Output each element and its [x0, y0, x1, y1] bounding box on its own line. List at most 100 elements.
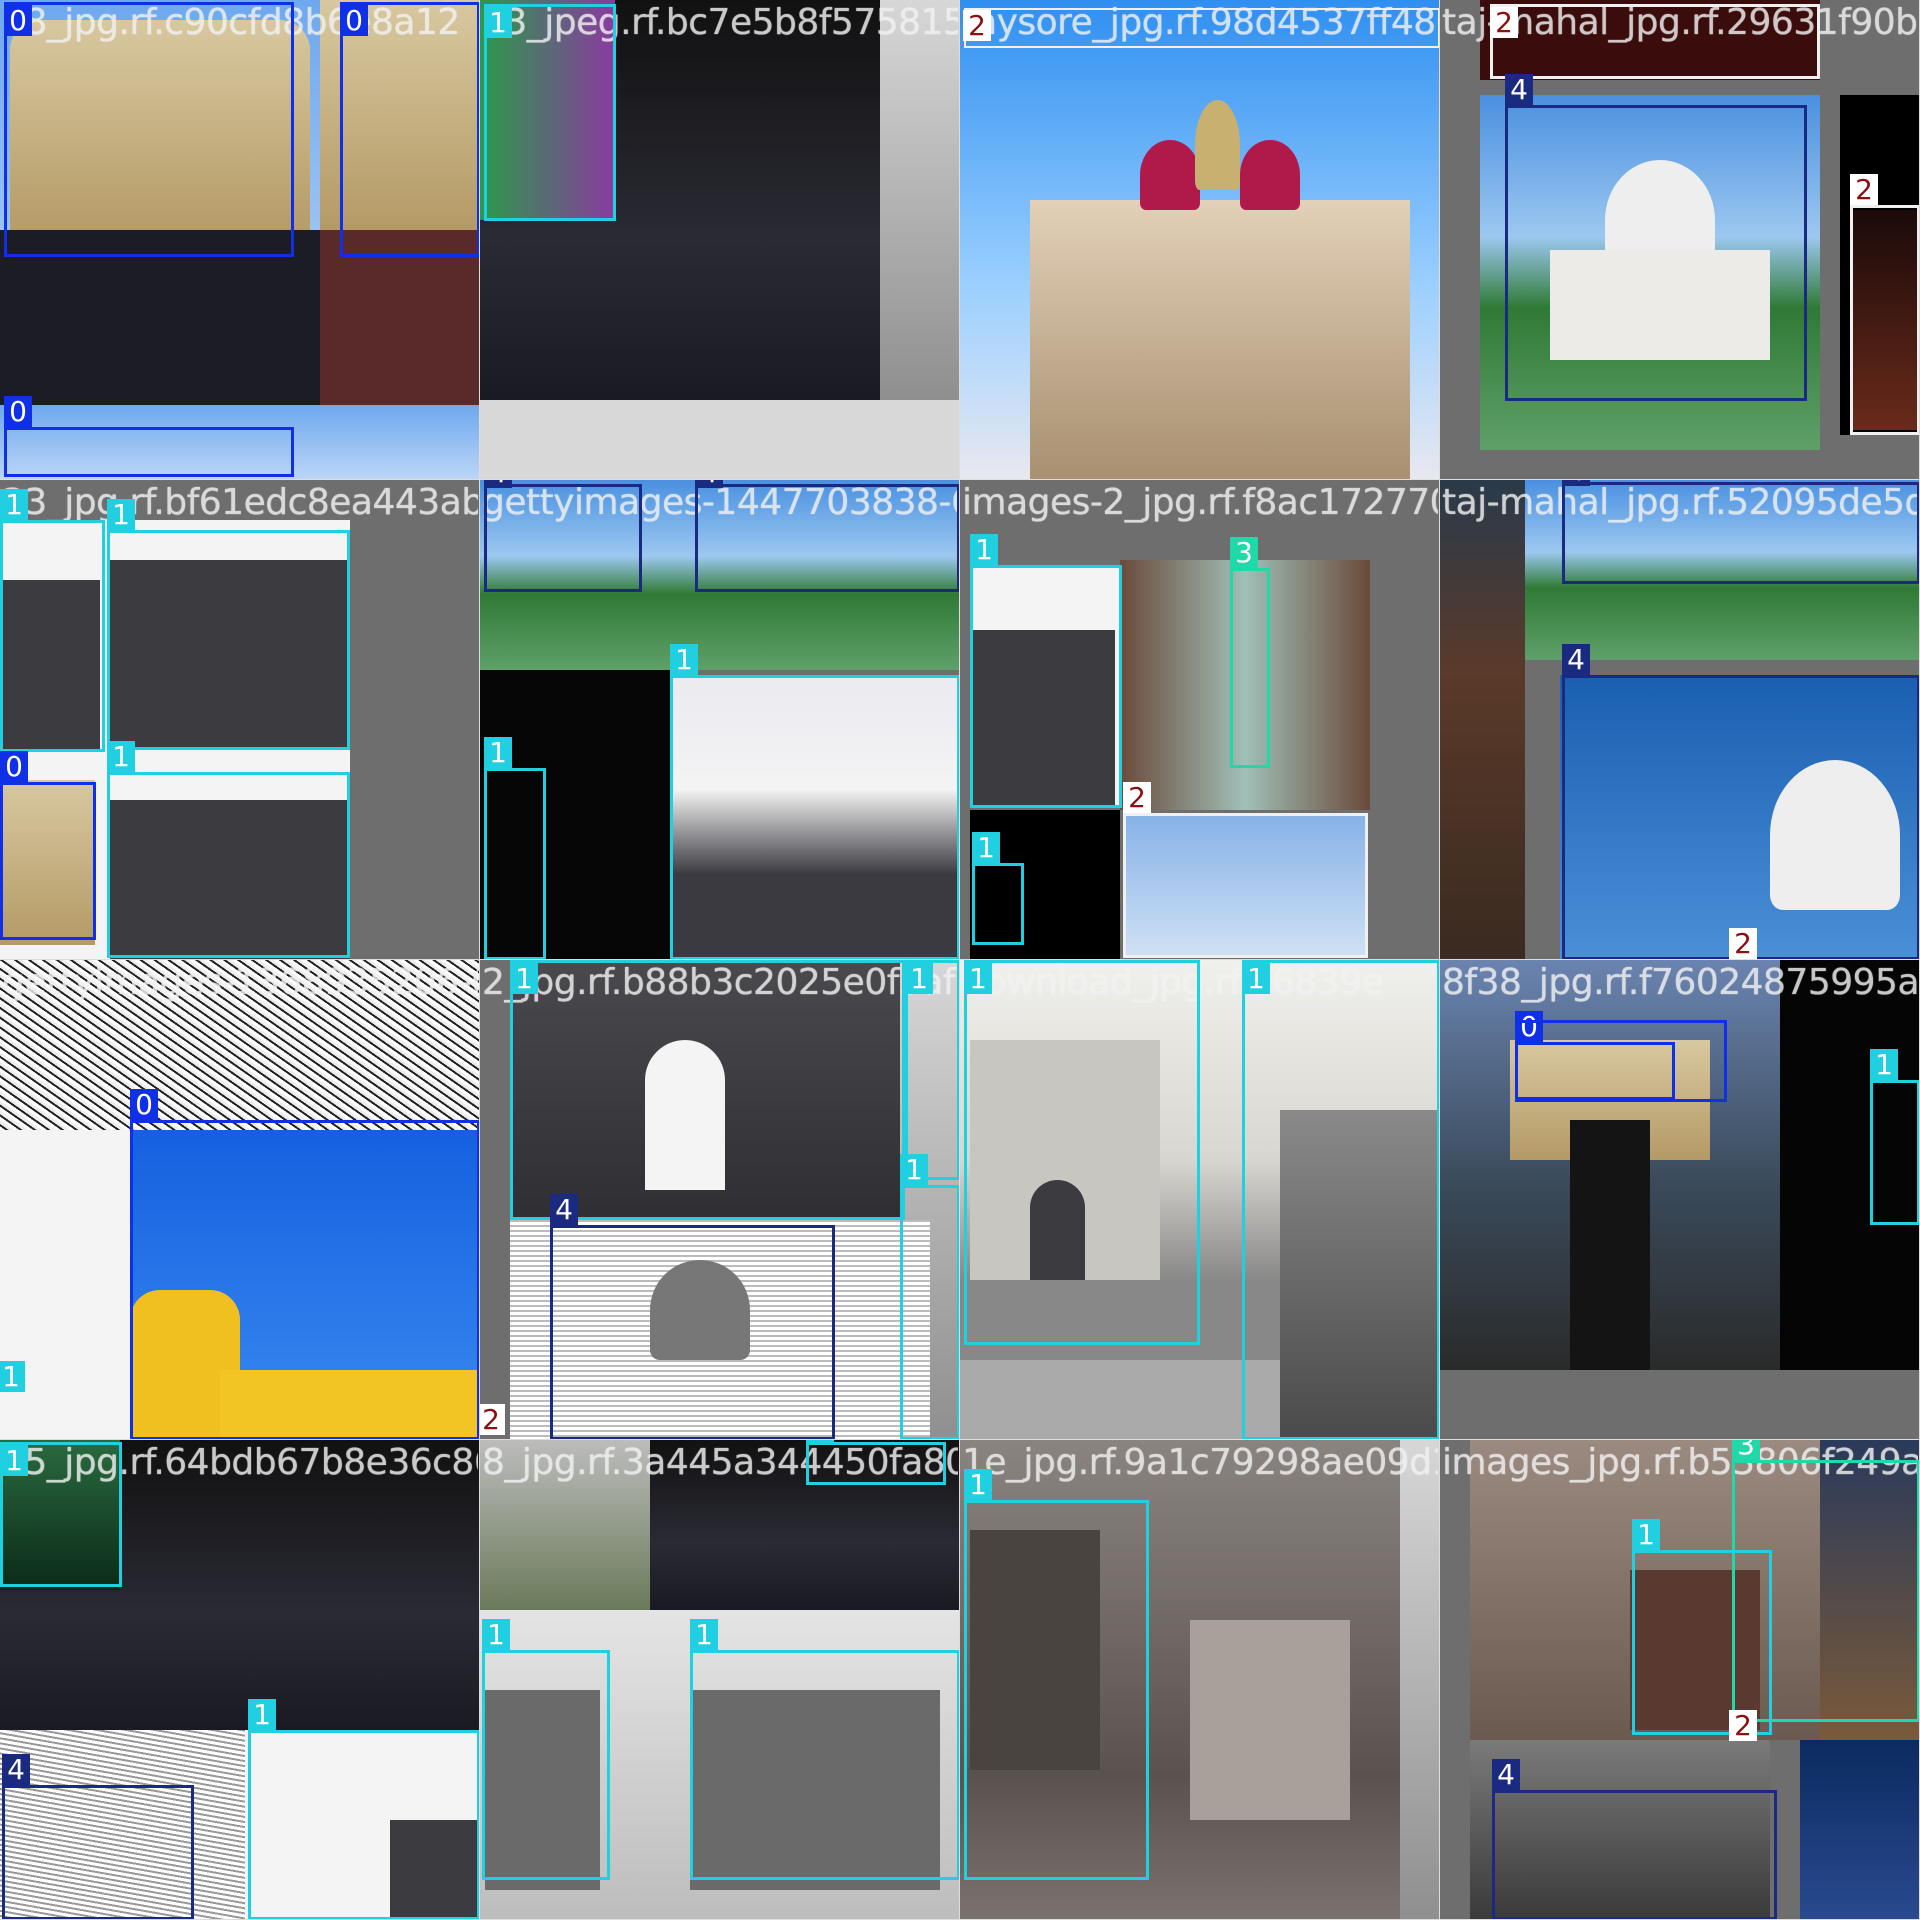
photo-gateway	[970, 1530, 1100, 1770]
bbox-label: 2	[1729, 1710, 1757, 1741]
bbox: 1	[484, 4, 616, 221]
bbox: 2	[1123, 782, 1368, 958]
mosaic-tile: 33_jpg.rf.bf61edc8ea443ab5 1 1 0 1	[0, 480, 480, 960]
bbox: 1	[484, 737, 546, 959]
bbox-label: 0	[0, 751, 28, 782]
bbox-label: 3	[1732, 1440, 1760, 1460]
bbox-label: 1	[107, 741, 135, 772]
bbox: 0	[130, 1089, 479, 1439]
tile-filename: 8_jpg.rf.3a445a344450fa80d6a3144	[482, 1442, 958, 1483]
photo-gateway-closeup	[1280, 1110, 1439, 1439]
bbox: 1	[690, 1619, 959, 1880]
bbox-label: 2	[1490, 7, 1518, 38]
bbox: 0	[4, 396, 294, 477]
photo-taj-base	[1550, 250, 1770, 360]
photo-taj-bw	[1470, 1740, 1770, 1919]
bbox-label: 4	[2, 1754, 30, 1785]
bbox: 3	[1732, 1440, 1919, 1722]
bbox-label: 0	[4, 5, 32, 36]
tile-filename: 2_jpg.rf.b88b3c2025e0f5af0f19282fd6829c6…	[482, 962, 958, 1003]
bbox: 2	[1729, 1710, 1772, 1746]
bbox: 4	[1492, 1759, 1777, 1919]
photo-arch	[1030, 1180, 1085, 1280]
bbox-label: 4	[695, 480, 723, 488]
photo-hotel	[1190, 1620, 1350, 1820]
mosaic-tile: taj-mahal_jpg.rf.29631f90baea500 2 4 2	[1440, 0, 1920, 480]
mosaic-tile: images-2_jpg.rf.f8ac172770e0 1 3 2 1	[960, 480, 1440, 960]
mosaic-tile: 18_jpg.rf.c90cfd8b6e8a12 0 0 0	[0, 0, 480, 480]
mosaic-tile: gettyimages-1447703838-612x612 4 4 1 1	[480, 480, 960, 960]
tile-filename: gettyimages-1368935206-612x612	[2, 962, 478, 1003]
photo-gateway	[390, 1820, 479, 1919]
tile-filename: 8f38_jpg.rf.f76024875995ae023	[1442, 962, 1918, 1003]
photo-minaret	[1820, 1440, 1919, 1740]
bbox: 2	[963, 8, 1439, 48]
tile-filename: 33_jpg.rf.bf61edc8ea443ab5	[2, 482, 478, 523]
bbox-label: 1	[0, 1361, 25, 1392]
bbox-label: 1	[964, 1469, 992, 1500]
bbox: 1	[1242, 960, 1439, 1439]
bbox-label: 1	[1242, 963, 1270, 994]
mosaic-tile: gettyimages-1368935206-612x612 0 1	[0, 960, 480, 1440]
photo	[1480, 0, 1820, 80]
bbox: 1	[248, 1699, 479, 1919]
photo-taj-garden	[480, 480, 959, 670]
photo-taj-garden	[1525, 480, 1919, 660]
bbox-label: 1	[0, 489, 28, 520]
photo-crowd	[0, 230, 320, 405]
bbox: 1	[107, 499, 350, 750]
mosaic-tile: 8_jpg.rf.3a445a344450fa80d6a3144 1 1 1	[480, 1440, 960, 1920]
bbox-label: 2	[963, 10, 991, 41]
tile-filename: 18_jpg.rf.c90cfd8b6e8a12	[2, 2, 460, 43]
bbox-label: 1	[806, 1440, 834, 1442]
bbox: 4	[484, 480, 642, 592]
bbox-label: 1	[248, 1699, 276, 1730]
photo-palace-facade	[1030, 200, 1410, 479]
photo-night-harbor	[650, 1440, 959, 1610]
bbox-label: 4	[1505, 74, 1533, 105]
bbox-label: 4	[1562, 644, 1590, 675]
bbox-label: 0	[340, 5, 368, 36]
dome	[1770, 760, 1900, 910]
tile-filename: 85_jpg.rf.64bdb67b8e36c868	[2, 1442, 478, 1483]
bbox-label: 2	[1729, 928, 1757, 959]
bbox: 3	[1230, 537, 1270, 768]
bbox: 1	[972, 832, 1024, 945]
bbox-label: 1	[670, 644, 698, 675]
bbox-label: 1	[482, 1619, 510, 1650]
tile-filename: 13_jpeg.rf.bc7e5b8f5758157aaf60cfe7c2	[482, 2, 958, 43]
photo	[480, 400, 959, 479]
photo	[1400, 1440, 1439, 1919]
photo-taj-engraving	[0, 1730, 245, 1919]
bbox-label: 1	[900, 1154, 928, 1185]
photo-night	[480, 670, 670, 959]
bbox: 1	[0, 489, 105, 752]
photo-gateway	[110, 560, 350, 750]
bbox-label: 1	[107, 499, 135, 530]
bbox-label: 1	[510, 963, 538, 994]
photo-water	[960, 1360, 1280, 1439]
photo	[880, 0, 959, 400]
bbox-label: 2	[1123, 782, 1151, 813]
bbox-label: 4	[1492, 1759, 1520, 1790]
photo-qutub-minar	[1120, 560, 1370, 810]
bbox: 1	[1870, 1049, 1919, 1225]
photo-palace	[1125, 815, 1365, 955]
photo-building	[10, 20, 310, 240]
bbox: 1	[107, 741, 350, 958]
bbox-label: 0	[4, 396, 32, 427]
bbox: 1	[900, 1154, 959, 1439]
dome	[1240, 140, 1300, 210]
photo-gateway	[110, 800, 350, 959]
bbox-label: 4	[1562, 480, 1590, 486]
bbox-label: 3	[1230, 537, 1258, 568]
photo-night	[1780, 960, 1919, 1370]
bbox-label: 1	[1632, 1519, 1660, 1550]
mosaic-tile: taj-mahal_jpg.rf.52095de5dcbdfb7e 4 4 2	[1440, 480, 1920, 960]
bbox-outer	[1515, 1020, 1727, 1102]
mosaic-tile: images_jpg.rf.b53806f249ad 3 1 2 4	[1440, 1440, 1920, 1920]
tile-filename: gettyimages-1447703838-612x612	[482, 482, 958, 523]
dome	[1195, 100, 1240, 190]
photo-sketch	[0, 1130, 130, 1439]
photo-gateway	[485, 1690, 600, 1890]
